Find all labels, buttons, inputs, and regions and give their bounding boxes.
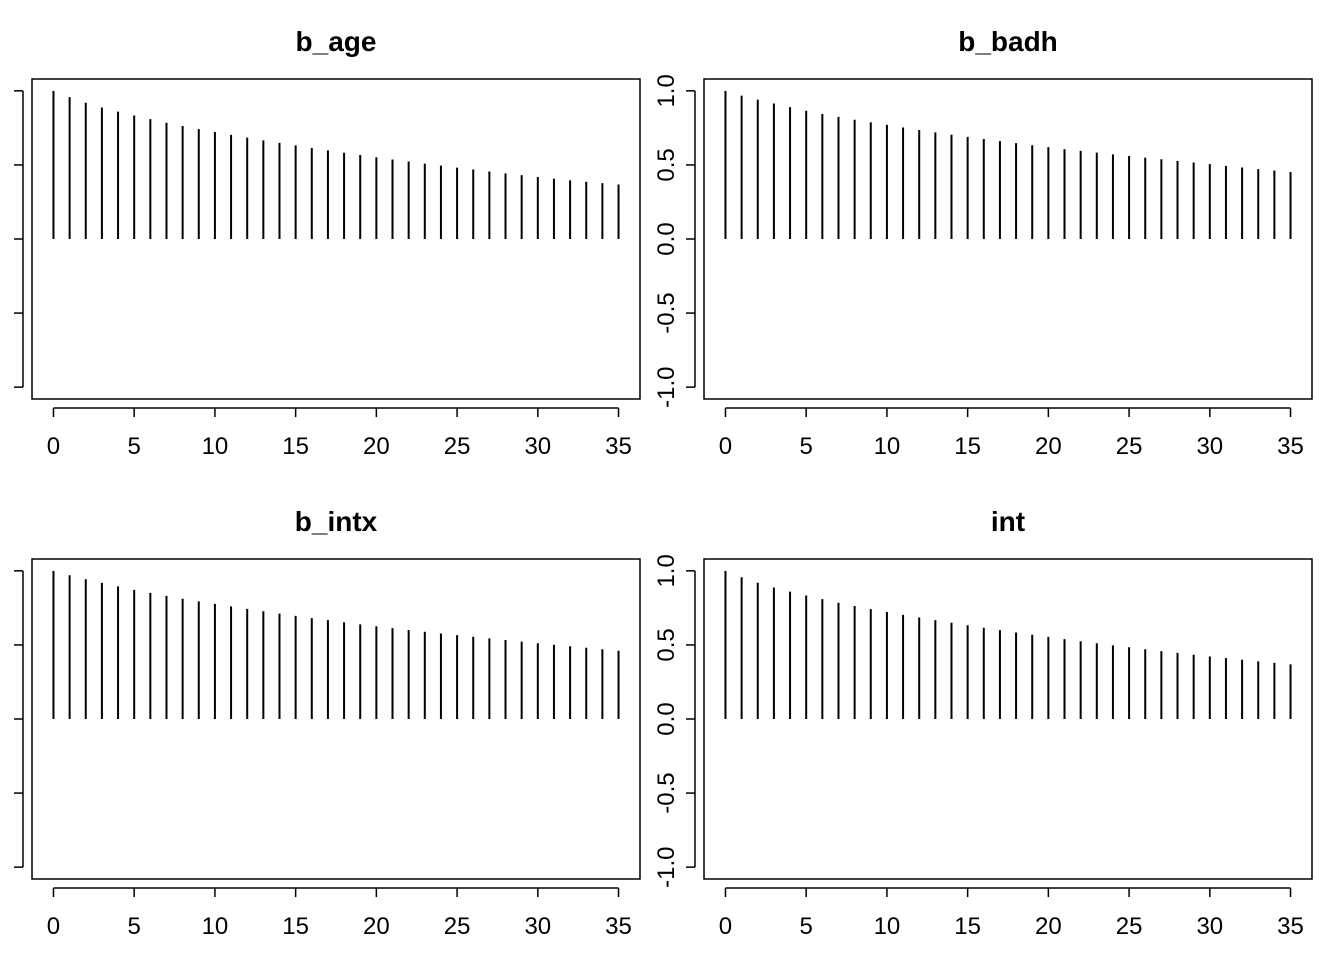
x-tick-label: 30: [524, 913, 551, 940]
y-tick-label: 0.5: [653, 148, 680, 181]
panel-title: b_age: [296, 26, 377, 57]
x-tick-label: 5: [800, 913, 813, 940]
y-tick-label: 1.0: [653, 554, 680, 587]
x-tick-label: 20: [363, 433, 390, 460]
x-tick-label: 0: [47, 913, 60, 940]
x-tick-label: 30: [1196, 433, 1223, 460]
x-tick-label: 10: [202, 433, 229, 460]
x-tick-label: 10: [874, 913, 901, 940]
y-tick-label: 1.0: [653, 74, 680, 107]
x-tick-label: 0: [47, 433, 60, 460]
x-tick-label: 25: [1116, 433, 1143, 460]
plot-frame: [703, 78, 1313, 400]
x-tick-label: 25: [1116, 913, 1143, 940]
x-tick-label: 0: [719, 913, 732, 940]
y-tick-label: 0.0: [653, 702, 680, 735]
x-tick-label: 25: [444, 433, 471, 460]
acf-panel-0: b_age 0 5 10 15 20 25 30 35: [14, 26, 641, 460]
x-tick-label: 15: [282, 913, 309, 940]
y-tick-label: -0.5: [653, 772, 680, 813]
x-tick-label: 5: [128, 913, 141, 940]
panel-title: b_badh: [958, 26, 1058, 57]
y-tick-label: -0.5: [653, 292, 680, 333]
y-tick-label: 0.0: [653, 222, 680, 255]
plot-frame: [31, 78, 641, 400]
x-tick-label: 20: [363, 913, 390, 940]
x-tick-label: 15: [954, 913, 981, 940]
x-tick-label: 35: [605, 433, 632, 460]
y-tick-label: -1.0: [653, 366, 680, 407]
x-tick-label: 30: [524, 433, 551, 460]
x-tick-label: 5: [128, 433, 141, 460]
x-tick-label: 35: [1277, 433, 1304, 460]
y-tick-label: -1.0: [653, 846, 680, 887]
x-tick-label: 20: [1035, 433, 1062, 460]
x-tick-label: 5: [800, 433, 813, 460]
plot-frame: [31, 558, 641, 880]
x-tick-label: 0: [719, 433, 732, 460]
x-tick-label: 30: [1196, 913, 1223, 940]
x-tick-label: 35: [1277, 913, 1304, 940]
x-tick-label: 35: [605, 913, 632, 940]
plot-frame: [703, 558, 1313, 880]
panel-title: b_intx: [295, 506, 378, 537]
acf-panel-2: b_intx 0 5 10 15 20 25 30 35: [14, 506, 641, 940]
y-tick-label: 0.5: [653, 628, 680, 661]
panel-title: int: [991, 506, 1025, 537]
x-tick-label: 15: [954, 433, 981, 460]
x-tick-label: 10: [874, 433, 901, 460]
x-tick-label: 20: [1035, 913, 1062, 940]
x-tick-label: 25: [444, 913, 471, 940]
acf-panel-3: int 0 5 10 15 20 25 30 35 -1.0 -0.5 0.0 0.5 1.0: [653, 506, 1313, 940]
acf-panel-1: b_badh 0 5 10 15 20 25 30 35 -1.0 -0.5 0.0 0.5 1.0: [653, 26, 1313, 460]
x-tick-label: 10: [202, 913, 229, 940]
x-tick-label: 15: [282, 433, 309, 460]
